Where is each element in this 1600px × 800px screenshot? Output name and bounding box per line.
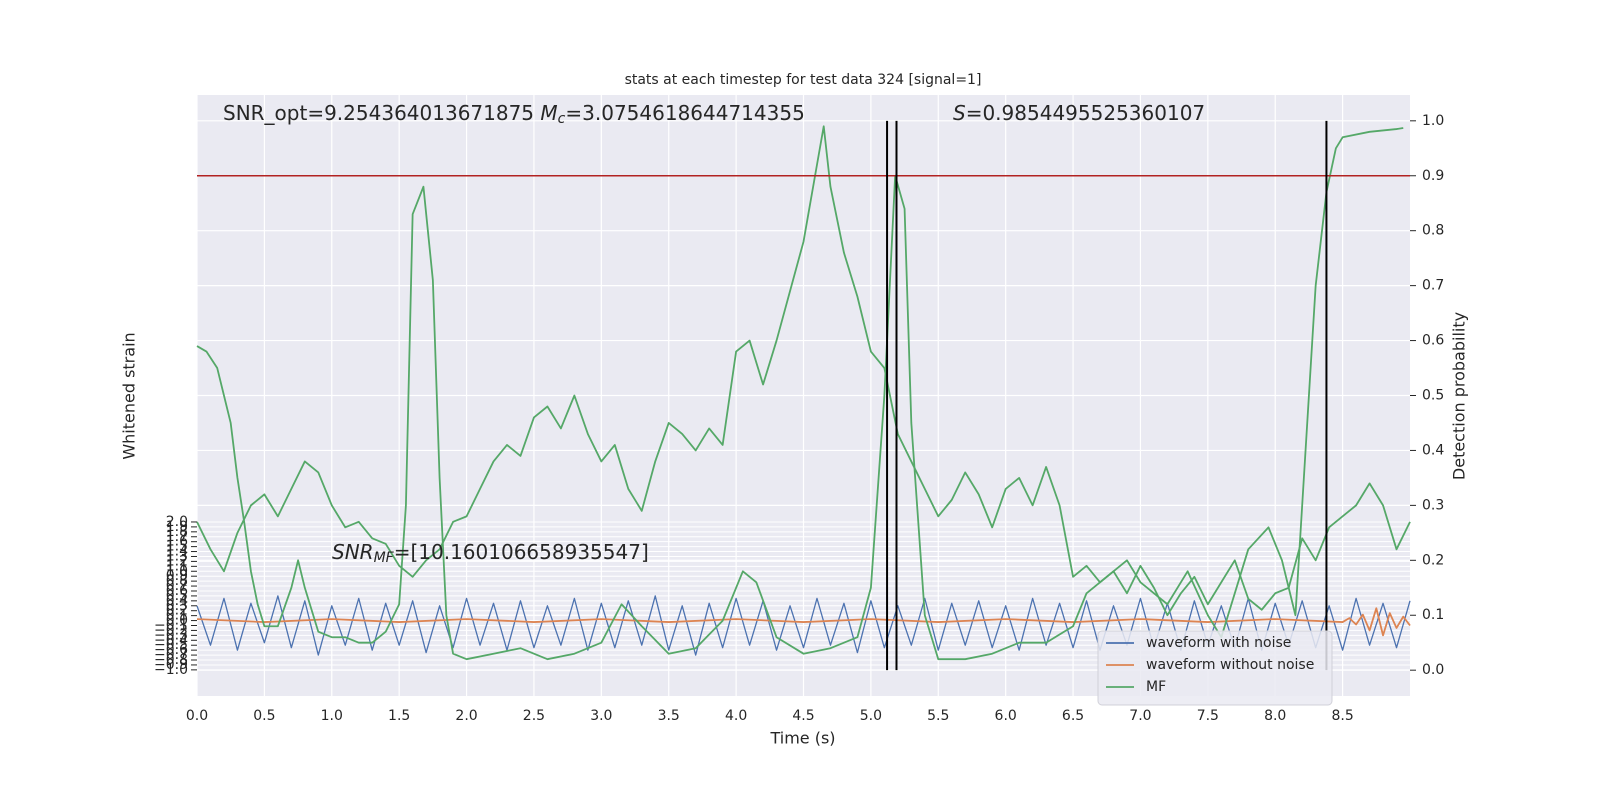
legend-label: MF [1146,679,1166,695]
y2-tick-label: 0.7 [1422,278,1444,294]
y2-tick-label: 0.5 [1422,388,1444,404]
annotation-text: SNR_opt=9.254364013671875 [223,101,540,125]
annotation-text: =[10.160106658935547] [394,540,649,564]
x-tick-label: 5.5 [927,708,949,724]
annotation: SNR_opt=9.254364013671875 Mc=3.075461864… [223,101,805,128]
y-tick-label: 0.1 [166,608,188,624]
y-tick-label: 0.3 [166,598,188,614]
y-tick-label: 1.6 [166,534,188,550]
x-axis-label: Time (s) [769,729,835,748]
y-tick-label: −1.0 [154,662,188,678]
x-tick-label: 7.5 [1197,708,1219,724]
annotation-text: =3.0754618644714355 [565,101,804,125]
y-tick-label: 1.5 [166,539,188,555]
legend-label: waveform with noise [1146,635,1291,651]
y-tick-label: 1.9 [166,519,188,535]
legend-label: waveform without noise [1146,657,1314,673]
y2-tick-label: 0.1 [1422,607,1444,623]
y-tick-label: 2.0 [166,514,188,530]
y-tick-label: 1.3 [166,548,188,564]
y-tick-label: 1.7 [166,529,188,545]
x-tick-label: 1.0 [321,708,343,724]
annotation-subscript: c [558,111,566,127]
x-tick-label: 0.0 [186,708,208,724]
x-tick-label: 4.5 [792,708,814,724]
legend: waveform with noise waveform without nois… [1097,630,1333,706]
y-axis-label: Whitened strain [120,332,139,459]
y-tick-label: 0.6 [166,583,188,599]
y-tick-label: 1.0 [166,563,188,579]
x-tick-label: 6.5 [1062,708,1084,724]
x-tick-label: 2.5 [523,708,545,724]
y2-axis-label: Detection probability [1450,312,1469,480]
y2-tick-label: 0.8 [1422,223,1444,239]
y-tick-label: −0.5 [154,637,188,653]
x-tick-label: 5.0 [860,708,882,724]
y2-tick-label: 0.6 [1422,333,1444,349]
x-tick-label: 1.5 [388,708,410,724]
x-tick-label: 3.0 [590,708,612,724]
y-tick-label: 1.4 [166,544,188,560]
y-tick-label: 1.1 [166,558,188,574]
legend-box [1097,630,1333,706]
y-tick-label: −0.1 [154,617,188,633]
y-tick-label: −0.4 [154,632,188,648]
x-tick-label: 4.0 [725,708,747,724]
annotation-subscript: MF [374,550,395,566]
y2-tick-label: 0.2 [1422,552,1444,568]
x-tick-label: 7.0 [1129,708,1151,724]
y-tick-label: 0.9 [166,568,188,584]
x-tick-label: 3.5 [658,708,680,724]
y-tick-label: 1.8 [166,524,188,540]
y-tick-label: 0.0 [166,613,188,629]
x-tick-label: 2.0 [455,708,477,724]
series-line [196,607,1411,637]
y-tick-label: 0.5 [166,588,188,604]
y-tick-label: −0.3 [154,627,188,643]
labels: 0.0 0.5 1.0 1.5 2.0 2.5 3.0 3.5 4.0 4.5 5.0 5.5 6.0 6… [154,113,1444,724]
y2-tick-label: 0.9 [1422,168,1444,184]
chart-title: stats at each timestep for test data 324… [625,72,982,88]
y-tick-label: 0.2 [166,603,188,619]
x-tick-label: 8.0 [1264,708,1286,724]
y-tick-label: 1.2 [166,553,188,569]
y2-tick-label: 0.0 [1422,662,1444,678]
annotation-symbol: M [540,101,557,125]
y2-tick-label: 1.0 [1422,113,1444,129]
y-tick-label: −0.2 [154,622,188,638]
y2-tick-label: 0.4 [1422,442,1444,458]
y-tick-label: −0.9 [154,657,188,673]
y-tick-label: 0.8 [166,573,188,589]
annotation: SNRMF=[10.160106658935547] [332,540,649,567]
y-tick-label: −0.7 [154,647,188,663]
y-tick-label: −0.6 [154,642,188,658]
y-tick-label: 0.7 [166,578,188,594]
annotation-symbol: SNR [332,540,374,564]
y2-tick-label: 0.3 [1422,497,1444,513]
y-tick-label: 0.4 [166,593,188,609]
y-tick-label: −0.8 [154,652,188,668]
x-tick-label: 6.0 [995,708,1017,724]
x-tick-label: 8.5 [1331,708,1353,724]
series-line [196,127,1404,661]
annotation: S=0.9854495525360107 [953,101,1205,125]
series-line [196,125,1411,617]
x-tick-label: 0.5 [253,708,275,724]
annotation-symbol: S [953,101,966,125]
annotation-text: =0.9854495525360107 [966,101,1205,125]
